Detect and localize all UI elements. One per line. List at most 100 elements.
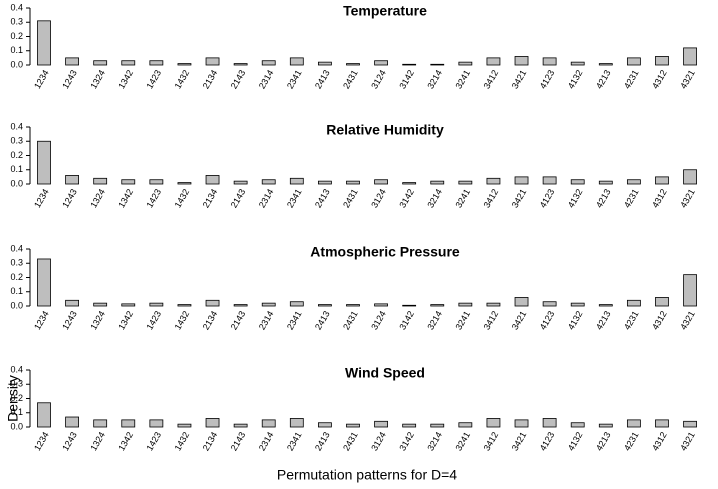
x-tick-label: 3241 (453, 68, 472, 90)
y-axis-label: Density (5, 375, 21, 422)
x-tick-label: 3421 (510, 309, 529, 331)
x-tick-label: 3214 (425, 430, 444, 452)
x-tick-label: 4312 (650, 187, 669, 209)
bar (289, 177, 304, 185)
x-tick-label: 3241 (453, 187, 472, 209)
x-tick-label: 3412 (482, 309, 501, 331)
x-tick-label: 1342 (116, 309, 135, 331)
x-tick-label: 3142 (397, 309, 416, 331)
bar (598, 63, 613, 66)
bar (93, 302, 108, 307)
x-tick-label: 4231 (622, 68, 641, 90)
x-tick-label: 1432 (173, 430, 192, 452)
x-tick-label: 4312 (650, 309, 669, 331)
bar (542, 176, 557, 185)
y-tick-label: 0.3 (10, 379, 23, 389)
bar (261, 302, 276, 307)
x-tick-label: 3124 (369, 187, 388, 209)
bar (486, 177, 501, 185)
bar (261, 179, 276, 185)
x-tick-label: 1423 (144, 309, 163, 331)
x-tick-label: 2341 (285, 430, 304, 452)
x-tick-label: 1423 (144, 187, 163, 209)
chart-title: Relative Humidity (326, 122, 444, 138)
bar (402, 304, 417, 307)
bar (374, 60, 388, 66)
x-tick-label: 4123 (538, 309, 557, 331)
x-tick-label: 2341 (285, 309, 304, 331)
bar (514, 297, 529, 307)
x-tick-label: 2134 (201, 187, 220, 209)
bar (626, 57, 641, 66)
bar (233, 63, 248, 66)
bar (514, 56, 529, 66)
x-tick-label: 2143 (229, 68, 248, 90)
bar (626, 299, 641, 307)
bar (93, 177, 108, 185)
bar (598, 423, 613, 428)
bar (177, 182, 192, 185)
x-tick-label: 4132 (566, 309, 585, 331)
y-tick-label: 0.1 (10, 45, 23, 55)
bar (346, 423, 360, 428)
y-tick-label: 0.4 (10, 121, 23, 131)
x-tick-label: 1234 (32, 309, 51, 331)
bar (402, 182, 417, 185)
bar (598, 304, 613, 307)
bar (655, 297, 669, 307)
x-tick-label: 3421 (510, 68, 529, 90)
bar (683, 47, 697, 66)
bar (317, 180, 332, 185)
x-tick-label: 2413 (313, 430, 332, 452)
bar (177, 304, 192, 307)
x-tick-label: 3421 (510, 430, 529, 452)
bar (374, 179, 388, 185)
x-tick-label: 4321 (678, 309, 697, 331)
x-tick-label: 1243 (60, 68, 79, 90)
y-tick-label: 0.0 (10, 59, 23, 69)
x-tick-label: 2431 (341, 187, 360, 209)
bar (121, 179, 136, 185)
bar (289, 418, 304, 428)
x-tick-label: 1234 (32, 430, 51, 452)
bar (570, 302, 585, 307)
bar (346, 63, 360, 66)
y-tick-label: 0.3 (10, 136, 23, 146)
chart-title: Wind Speed (345, 365, 425, 381)
bar (374, 303, 388, 307)
bar (346, 180, 360, 185)
y-tick-label: 0.2 (10, 150, 23, 160)
x-tick-label: 4231 (622, 430, 641, 452)
bar (289, 57, 304, 66)
x-tick-label: 3124 (369, 68, 388, 90)
x-tick-label: 3142 (397, 187, 416, 209)
bar (570, 179, 585, 185)
bar (65, 299, 79, 307)
bar (655, 56, 669, 66)
x-tick-label: 1234 (32, 187, 51, 209)
x-tick-label: 3124 (369, 430, 388, 452)
x-tick-label: 1324 (88, 430, 107, 452)
bar (65, 175, 79, 185)
bar (37, 258, 51, 307)
x-tick-label: 4231 (622, 309, 641, 331)
x-tick-label: 4132 (566, 430, 585, 452)
bar (655, 419, 669, 428)
y-tick-label: 0.1 (10, 286, 23, 296)
x-tick-label: 3412 (482, 68, 501, 90)
y-tick-label: 0.1 (10, 164, 23, 174)
x-tick-label: 2413 (313, 187, 332, 209)
x-tick-label: 2143 (229, 187, 248, 209)
x-axis-label: Permutation patterns for D=4 (277, 467, 457, 483)
bar (37, 20, 51, 66)
bar (149, 302, 164, 307)
bar (486, 57, 501, 66)
bar (261, 60, 276, 66)
x-tick-label: 2134 (201, 309, 220, 331)
bar (486, 302, 501, 307)
bar (149, 419, 164, 428)
x-tick-label: 3241 (453, 430, 472, 452)
x-tick-label: 1234 (32, 68, 51, 90)
x-tick-label: 4123 (538, 430, 557, 452)
bar (37, 402, 51, 428)
